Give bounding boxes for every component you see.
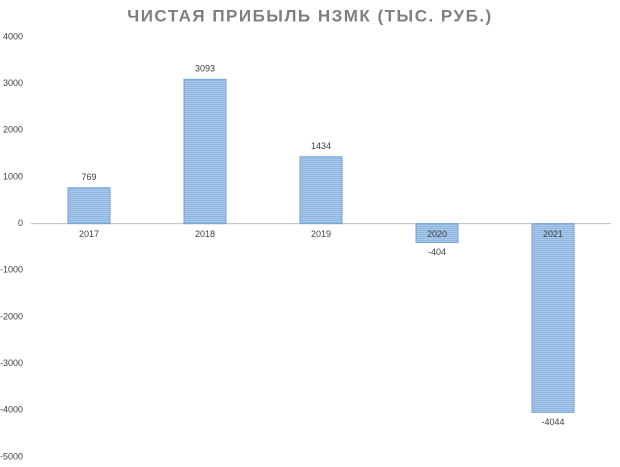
y-tick-label: 1000: [3, 171, 23, 181]
bar: [67, 187, 111, 225]
y-tick-label: 4000: [3, 31, 23, 41]
y-tick-label: 3000: [3, 78, 23, 88]
chart-title: ЧИСТАЯ ПРИБЫЛЬ НЗМК (ТЫС. РУБ.): [127, 6, 492, 25]
x-tick-label: 2018: [195, 229, 215, 239]
y-tick-label: -5000: [0, 451, 23, 461]
y-tick-label: -4000: [0, 405, 23, 415]
y-tick-label: 0: [18, 218, 23, 228]
data-label: 1434: [311, 141, 331, 151]
bar: [299, 156, 343, 225]
y-tick-label: -2000: [0, 311, 23, 321]
x-tick-label: 2020: [427, 229, 447, 239]
x-tick-label: 2019: [311, 229, 331, 239]
data-label: -404: [428, 247, 446, 257]
bar: [183, 78, 227, 225]
y-tick-label: -1000: [0, 265, 23, 275]
bar: [531, 223, 575, 413]
y-tick-label: -3000: [0, 358, 23, 368]
data-label: 3093: [195, 64, 215, 74]
x-tick-label: 2021: [543, 229, 563, 239]
y-tick-label: 2000: [3, 125, 23, 135]
data-label: 769: [81, 172, 96, 182]
data-label: -4044: [541, 417, 564, 427]
x-tick-label: 2017: [79, 229, 99, 239]
bar: [415, 223, 459, 244]
